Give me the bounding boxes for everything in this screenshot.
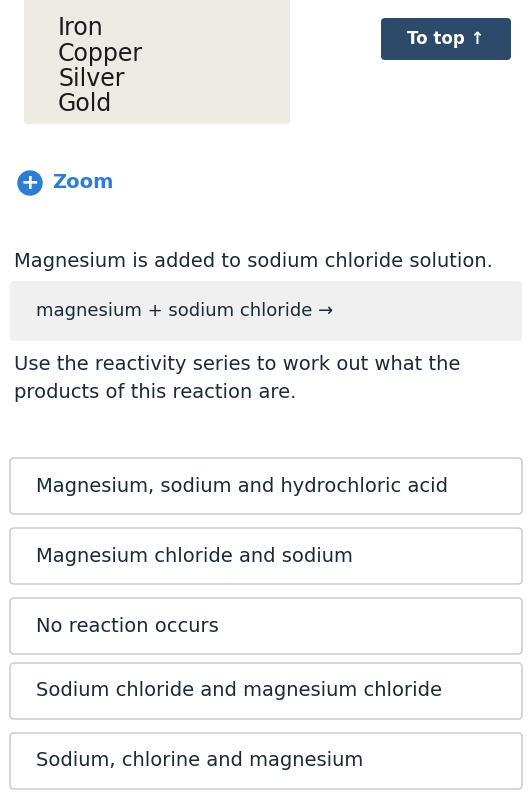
Text: Gold: Gold — [58, 92, 112, 116]
FancyBboxPatch shape — [10, 663, 522, 719]
FancyBboxPatch shape — [10, 528, 522, 584]
Text: Magnesium is added to sodium chloride solution.: Magnesium is added to sodium chloride so… — [14, 252, 493, 271]
Text: Magnesium chloride and sodium: Magnesium chloride and sodium — [36, 546, 353, 565]
Text: Iron: Iron — [58, 16, 104, 40]
Text: magnesium + sodium chloride →: magnesium + sodium chloride → — [36, 302, 333, 320]
FancyBboxPatch shape — [10, 458, 522, 514]
Text: +: + — [21, 173, 39, 193]
FancyBboxPatch shape — [10, 733, 522, 789]
Text: Sodium, chlorine and magnesium: Sodium, chlorine and magnesium — [36, 751, 363, 770]
FancyBboxPatch shape — [381, 18, 511, 60]
FancyBboxPatch shape — [10, 281, 522, 341]
Text: Copper: Copper — [58, 42, 143, 66]
Text: To top ↑: To top ↑ — [408, 30, 485, 48]
Text: Use the reactivity series to work out what the
products of this reaction are.: Use the reactivity series to work out wh… — [14, 355, 460, 402]
Text: Zoom: Zoom — [52, 174, 113, 192]
Text: No reaction occurs: No reaction occurs — [36, 616, 219, 635]
Text: Sodium chloride and magnesium chloride: Sodium chloride and magnesium chloride — [36, 681, 442, 700]
FancyBboxPatch shape — [10, 598, 522, 654]
Circle shape — [18, 171, 42, 195]
Text: Magnesium, sodium and hydrochloric acid: Magnesium, sodium and hydrochloric acid — [36, 476, 448, 495]
FancyBboxPatch shape — [24, 0, 290, 124]
Text: Silver: Silver — [58, 67, 124, 91]
